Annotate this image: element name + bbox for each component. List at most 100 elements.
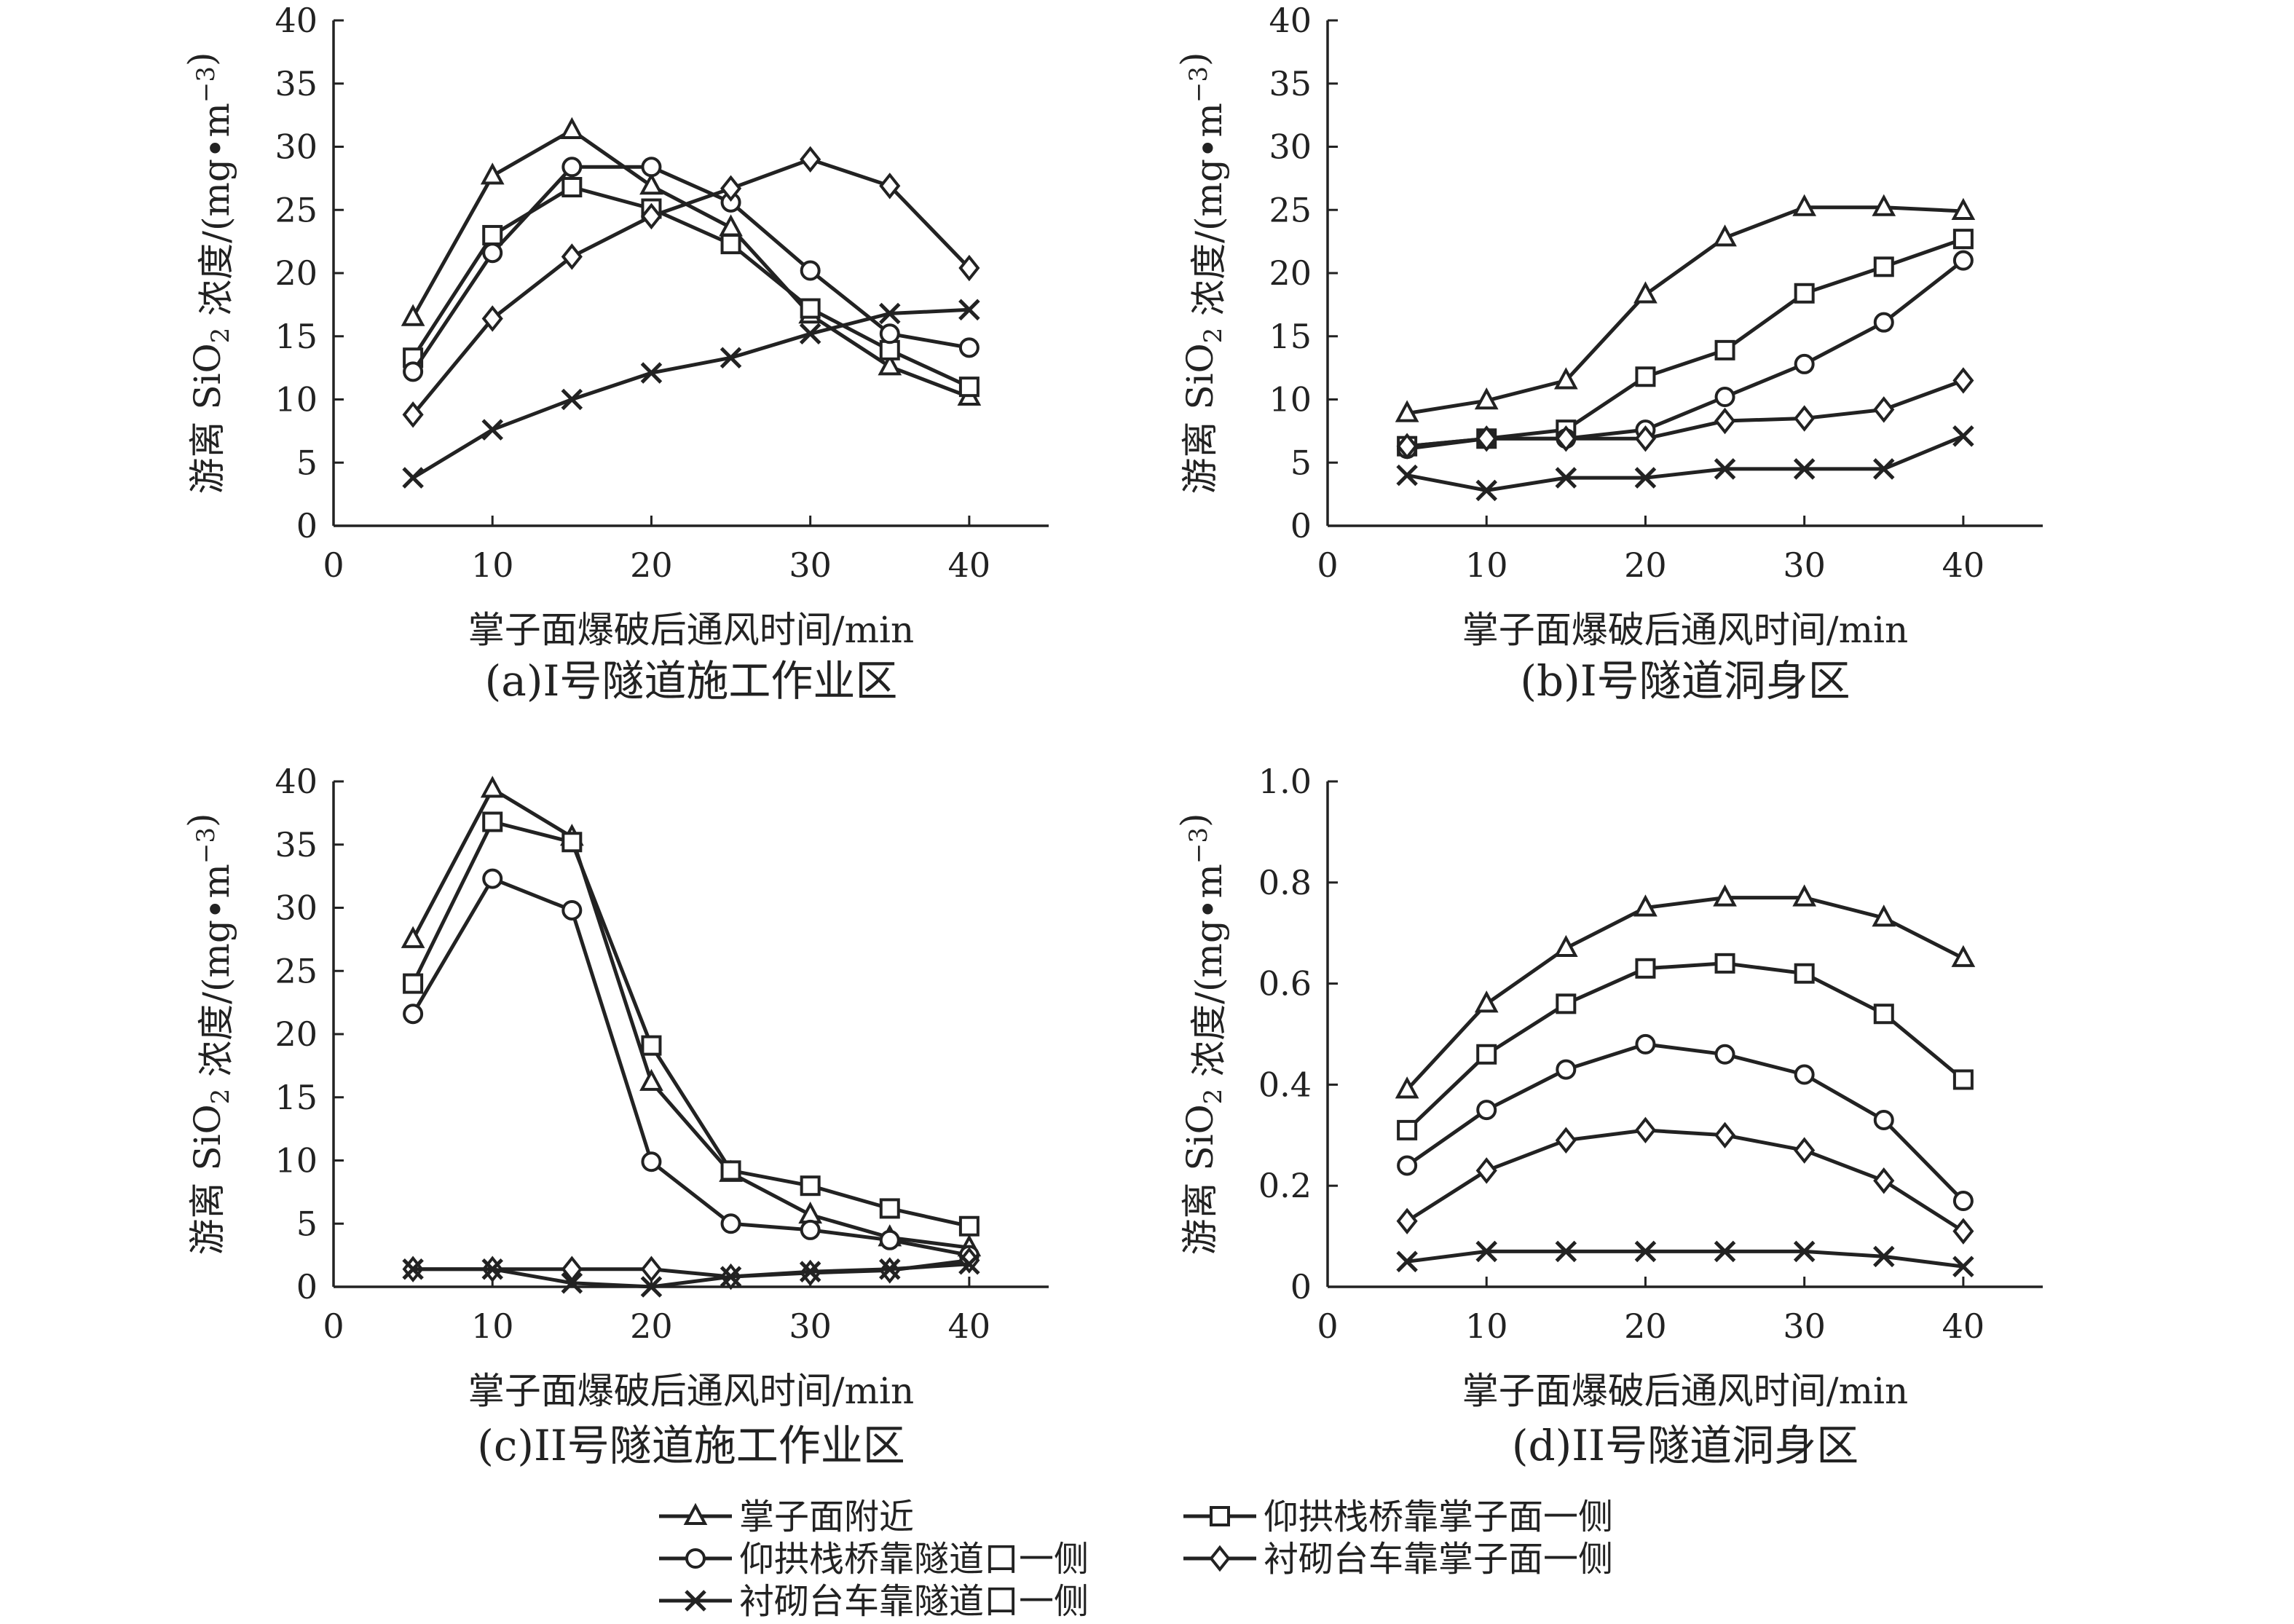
data-point-triangle [1633, 281, 1658, 304]
data-point-diamond [1634, 425, 1657, 452]
data-point-diamond [879, 173, 901, 200]
x-axis-label: 掌子面爆破后通风时间/min [468, 1370, 914, 1412]
data-point-triangle [480, 162, 505, 185]
y-axis-label: 游离 SiO2 浓度/(mg•m−3) [1173, 813, 1230, 1256]
data-point-square [1873, 1004, 1894, 1025]
data-point-diamond [1396, 433, 1418, 460]
y-tick-label: 20 [275, 1014, 318, 1054]
chart-panel-a: 0 5 10 15 20 25 30 35 40 0 10 20 30 40 掌子面爆破后通风时间/min 游… [181, 1, 1049, 706]
data-point-circle [800, 1219, 821, 1240]
series-line [411, 307, 970, 480]
data-point-cross [640, 362, 663, 384]
data-point-triangle [480, 776, 505, 798]
x-tick-label: 40 [1942, 1306, 1985, 1346]
data-point-square [1794, 283, 1815, 304]
data-point-diamond [402, 401, 424, 428]
data-point-diamond [1873, 1167, 1895, 1194]
data-point-cross [1793, 1240, 1816, 1263]
y-axis-label-part: ) [1173, 52, 1215, 67]
legend-entry-triangle: 掌子面附近 [659, 1497, 914, 1537]
y-tick-label: 20 [1269, 253, 1312, 293]
data-point-triangle [1474, 387, 1499, 410]
legend-label: 掌子面附近 [739, 1497, 914, 1537]
y-axis-label-part: 浓度/(mg•m [195, 864, 237, 1089]
y-tick-label: 0 [1290, 506, 1312, 545]
data-point-triangle [1395, 400, 1419, 422]
y-tick-label: 25 [275, 190, 318, 229]
legend-label: 衬砌台车靠掌子面一侧 [1264, 1539, 1613, 1580]
x-tick-label: 0 [1317, 545, 1338, 585]
data-point-cross [640, 1276, 663, 1298]
x-tick-label: 40 [1942, 545, 1985, 585]
data-point-circle [641, 157, 662, 178]
data-point-circle [403, 1004, 424, 1025]
data-point-triangle [1713, 884, 1737, 907]
data-point-circle [879, 323, 900, 344]
y-axis-label-part: 游离 SiO [186, 1104, 229, 1255]
data-point-triangle [1951, 197, 1976, 220]
legend-entry-diamond: 衬砌台车靠掌子面一侧 [1183, 1539, 1613, 1580]
y-axis-label-part: 游离 SiO [1179, 1104, 1221, 1255]
y-axis-label-part: 2 [1199, 1089, 1228, 1105]
data-point-square [1714, 339, 1735, 360]
chart-panel-d: 0 0.2 0.4 0.6 0.8 1.0 0 10 20 30 40 掌子面爆破后通风时间/min 游… [1173, 762, 2043, 1470]
data-point-cross [879, 1258, 901, 1280]
data-point-cross [1475, 1240, 1497, 1263]
series-line [1406, 205, 1964, 416]
data-point-diamond [640, 1256, 663, 1282]
data-point-diamond [720, 175, 742, 202]
data-point-cross [1952, 425, 1974, 447]
data-point-cross [720, 347, 742, 369]
y-tick-label: 0.8 [1258, 863, 1312, 902]
y-tick-label: 40 [1269, 1, 1312, 40]
data-point-triangle [878, 353, 902, 376]
data-point-triangle [1553, 934, 1578, 958]
data-point-circle [1794, 1064, 1815, 1085]
data-point-diamond [561, 1256, 583, 1282]
data-point-square [720, 1160, 741, 1181]
series-square [1397, 953, 1974, 1140]
y-tick-label: 20 [275, 253, 318, 293]
x-tick-label: 40 [948, 545, 991, 585]
data-point-diamond [800, 146, 821, 173]
data-point-cross [720, 1266, 742, 1288]
data-point-diamond [1714, 407, 1736, 435]
data-point-triangle [639, 1068, 663, 1091]
series-line [1406, 1128, 1965, 1233]
data-point-cross [1396, 464, 1418, 486]
data-point-circle [1873, 1109, 1894, 1130]
series-line [411, 185, 970, 389]
x-tick-label: 0 [323, 545, 344, 585]
data-point-square [958, 1215, 980, 1237]
y-tick-label: 0.2 [1258, 1166, 1312, 1205]
y-tick-label: 1.0 [1258, 762, 1312, 801]
y-tick-label: 30 [275, 888, 318, 928]
data-point-diamond [640, 202, 663, 230]
data-point-cross [481, 419, 503, 441]
y-tick-label: 25 [275, 951, 318, 990]
data-point-square [720, 234, 741, 255]
series-line [1406, 1042, 1965, 1202]
data-point-cross [1396, 1250, 1418, 1273]
series-diamond [1396, 367, 1974, 460]
series-line [1406, 434, 1964, 492]
series-circle [403, 868, 980, 1266]
data-point-triangle [1872, 194, 1896, 216]
y-tick-label: 35 [1269, 64, 1312, 103]
x-axis-label: 掌子面爆破后通风时间/min [468, 609, 914, 651]
series-line [411, 157, 971, 416]
x-tick-label: 10 [471, 1306, 514, 1346]
data-point-cross [1475, 479, 1497, 502]
data-point-triangle [1395, 1076, 1419, 1099]
series-triangle [1395, 884, 1976, 1099]
data-point-square [1556, 993, 1577, 1014]
y-axis-label: 游离 SiO2 浓度/(mg•m−3) [1173, 52, 1230, 494]
y-axis-label-part: 2 [206, 328, 235, 344]
series-triangle [401, 776, 982, 1257]
y-axis-label-part: −3 [192, 827, 221, 864]
y-axis-label-part: 游离 SiO [1179, 343, 1221, 494]
data-point-triangle [401, 926, 425, 948]
y-axis-label-part: −3 [1184, 66, 1213, 103]
series-cross [402, 1253, 980, 1298]
legend-marker-square [1210, 1506, 1230, 1526]
